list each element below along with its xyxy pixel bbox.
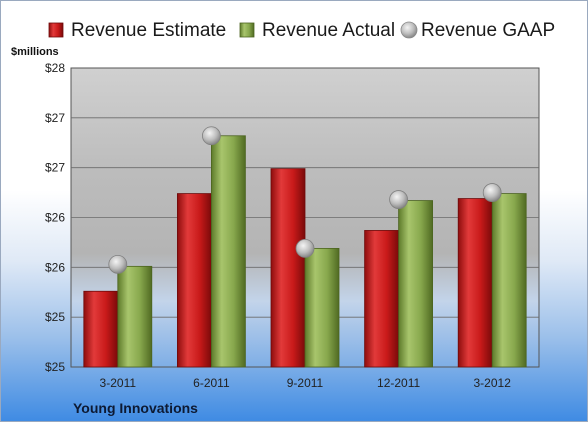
bar-revenue-estimate bbox=[83, 290, 119, 368]
legend-swatch-revenue-gaap bbox=[400, 21, 418, 39]
bar-revenue-actual bbox=[210, 135, 246, 368]
company-name: Young Innovations bbox=[73, 400, 198, 416]
x-tick-label: 12-2011 bbox=[377, 376, 420, 390]
x-axis-ticks: 3-2011 6-2011 9-2011 12-2011 3-2012 bbox=[100, 376, 512, 390]
bar-revenue-estimate bbox=[457, 198, 493, 368]
y-tick-label: $25 bbox=[45, 310, 65, 324]
bar-revenue-actual bbox=[304, 247, 340, 368]
legend-swatch-revenue-actual bbox=[239, 22, 255, 38]
marker-revenue-gaap bbox=[482, 183, 502, 202]
bar-revenue-actual bbox=[491, 193, 527, 368]
y-tick-label: $28 bbox=[45, 61, 65, 75]
marker-revenue-gaap bbox=[108, 254, 128, 274]
y-axis-unit-label: $millions bbox=[11, 46, 59, 58]
bar-revenue-estimate bbox=[364, 230, 400, 368]
bars bbox=[83, 135, 527, 368]
bar-revenue-estimate bbox=[176, 193, 212, 368]
x-tick-label: 9-2011 bbox=[287, 376, 324, 390]
x-tick-label: 3-2011 bbox=[100, 376, 137, 390]
marker-revenue-gaap bbox=[201, 126, 221, 146]
marker-revenue-gaap bbox=[389, 190, 409, 209]
bar-revenue-actual bbox=[398, 200, 434, 368]
legend-label-revenue-gaap: Revenue GAAP bbox=[421, 20, 555, 41]
y-tick-label: $26 bbox=[45, 260, 65, 274]
marker-revenue-gaap bbox=[295, 238, 315, 258]
legend-swatch-revenue-estimate bbox=[48, 22, 64, 38]
y-tick-label: $27 bbox=[45, 111, 65, 125]
y-tick-label: $25 bbox=[45, 360, 65, 374]
y-tick-label: $26 bbox=[45, 211, 65, 225]
bar-revenue-actual bbox=[117, 265, 153, 368]
bar-revenue-estimate bbox=[270, 168, 306, 368]
legend-label-revenue-estimate: Revenue Estimate bbox=[71, 20, 226, 41]
y-tick-label: $27 bbox=[45, 161, 65, 175]
y-axis-ticks: $25 $25 $26 $26 $27 $27 $28 bbox=[45, 61, 65, 374]
x-tick-label: 6-2011 bbox=[193, 376, 230, 390]
legend: Revenue Estimate Revenue Actual Revenue … bbox=[48, 20, 555, 41]
x-tick-label: 3-2012 bbox=[474, 376, 512, 390]
gaap-markers bbox=[108, 126, 502, 274]
legend-label-revenue-actual: Revenue Actual bbox=[262, 20, 395, 41]
